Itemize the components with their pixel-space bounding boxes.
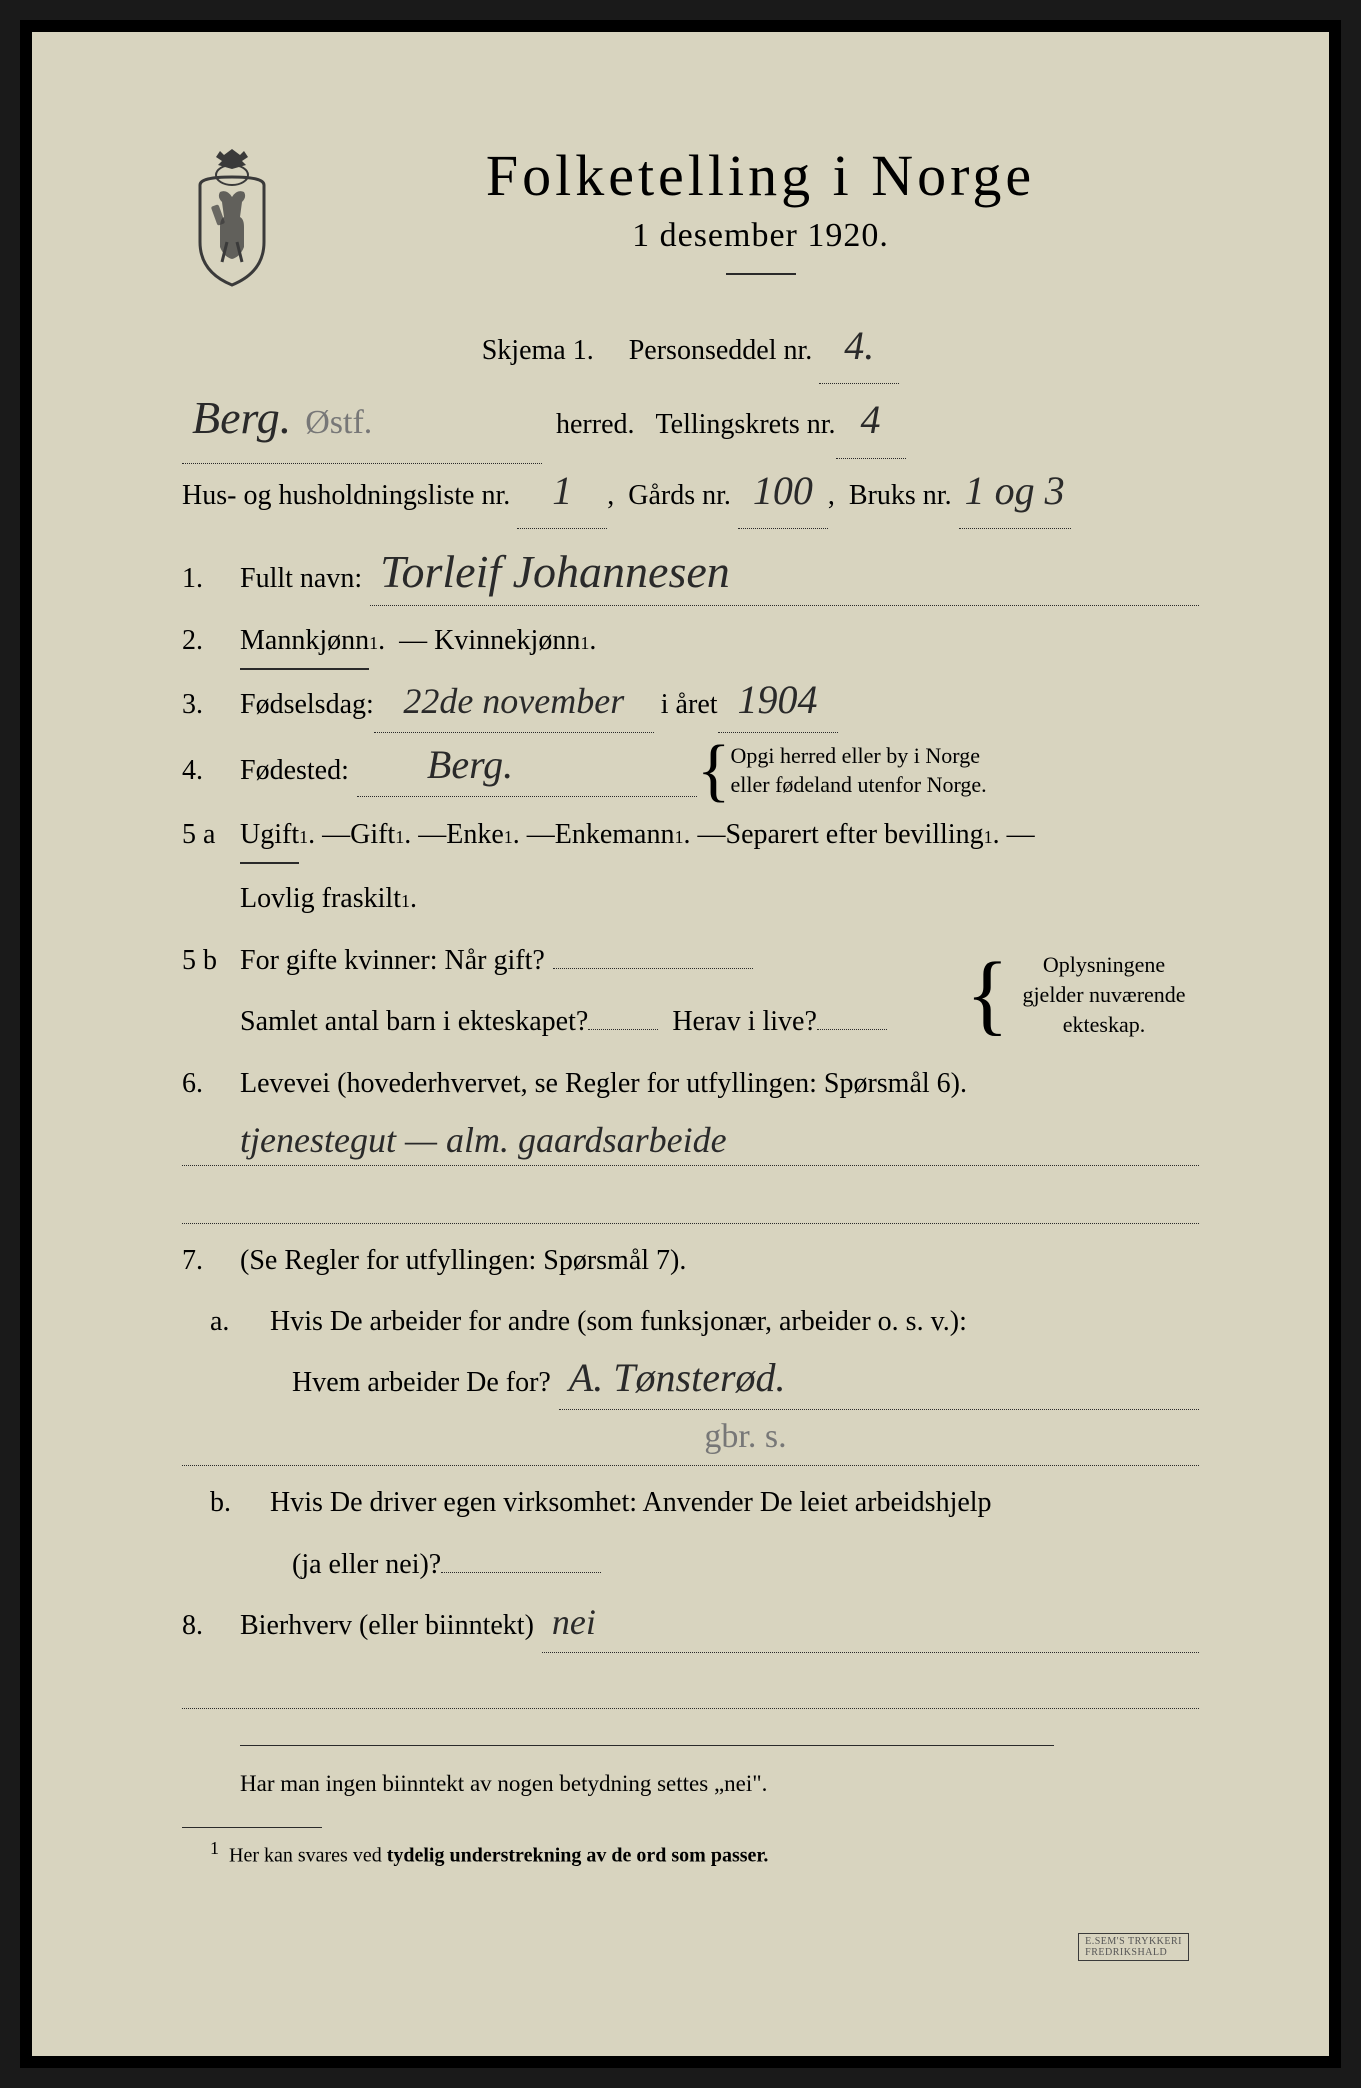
q3-mid: i året bbox=[661, 678, 718, 731]
personseddel-nr: 4. bbox=[844, 326, 874, 366]
q4-row: 4. Fødested: Berg. { Opgi herred eller b… bbox=[182, 741, 1199, 800]
printer-stamp: E.SEM'S TRYKKERIFREDRIKSHALD bbox=[1078, 1933, 1189, 1961]
q5b-note: Oplysningene gjelder nuværende ekteskap. bbox=[1009, 950, 1199, 1039]
blank-line bbox=[182, 1661, 1199, 1709]
q7a-row2: Hvem arbeider De for? A. Tønsterød. bbox=[182, 1356, 1199, 1410]
skjema-label: Skjema 1. bbox=[482, 335, 594, 366]
divider bbox=[726, 273, 796, 275]
subtitle: 1 desember 1920. bbox=[322, 217, 1199, 255]
tellingskrets-label: Tellingskrets nr. bbox=[656, 393, 836, 457]
title-block: Folketelling i Norge 1 desember 1920. bbox=[322, 142, 1199, 299]
skjema-line: Skjema 1. Personseddel nr. 4. bbox=[182, 319, 1199, 384]
q7a-value: A. Tønsterød. bbox=[569, 1358, 786, 1398]
q5a-fraskilt: Lovlig fraskilt bbox=[240, 872, 401, 925]
coat-of-arms-icon bbox=[182, 147, 282, 287]
content-area: Folketelling i Norge 1 desember 1920. Sk… bbox=[72, 82, 1289, 2016]
bruks-label: Bruks nr. bbox=[849, 480, 952, 511]
q4-label: Fødested: bbox=[240, 744, 349, 797]
q1-label: Fullt navn: bbox=[240, 552, 362, 605]
document-page: Folketelling i Norge 1 desember 1920. Sk… bbox=[20, 20, 1341, 2068]
hus-nr: 1 bbox=[552, 471, 572, 511]
gards-label: Gårds nr. bbox=[628, 480, 731, 511]
q7a-pencil: gbr. s. bbox=[704, 1418, 786, 1455]
q7a-l2: Hvem arbeider De for? bbox=[292, 1356, 551, 1409]
q3-day: 22de november bbox=[403, 683, 624, 719]
bruks-nr: 1 og 3 bbox=[965, 471, 1065, 511]
q3-label: Fødselsdag: bbox=[240, 678, 374, 731]
q5a-enke: Enke bbox=[446, 808, 504, 861]
personseddel-label: Personseddel nr. bbox=[629, 335, 813, 366]
gards-nr: 100 bbox=[753, 471, 813, 511]
footnote-rule bbox=[182, 1827, 322, 1828]
q2-female: Kvinnekjønn bbox=[434, 614, 580, 667]
q4-note: Opgi herred eller by i Norge eller fødel… bbox=[731, 741, 987, 800]
q7b-l1: Hvis De driver egen virksomhet: Anvender… bbox=[270, 1476, 992, 1529]
header: Folketelling i Norge 1 desember 1920. bbox=[182, 142, 1199, 299]
q8-label: Bierhverv (eller biinntekt) bbox=[240, 1599, 534, 1652]
q8-row: 8. Bierhverv (eller biinntekt) nei bbox=[182, 1599, 1199, 1653]
herred-value: Berg. bbox=[192, 395, 291, 441]
q1-value: Torleif Johannesen bbox=[380, 549, 730, 595]
q6-value-line: tjenestegut — alm. gaardsarbeide bbox=[182, 1118, 1199, 1166]
tellingskrets-nr: 4 bbox=[861, 400, 881, 440]
brace-icon: { bbox=[697, 746, 731, 795]
q7a-row1: a. Hvis De arbeider for andre (som funks… bbox=[182, 1295, 1199, 1348]
q7-row: 7. (Se Regler for utfyllingen: Spørsmål … bbox=[182, 1234, 1199, 1287]
q2-row: 2. Mannkjønn1. — Kvinnekjønn1. bbox=[182, 614, 1199, 670]
q7b-row1: b. Hvis De driver egen virksomhet: Anven… bbox=[182, 1476, 1199, 1529]
herred-label: herred. bbox=[556, 393, 635, 457]
q8-value: nei bbox=[552, 1604, 596, 1640]
q6-value: tjenestegut — alm. gaardsarbeide bbox=[240, 1122, 727, 1158]
footnote: 1 Her kan svares ved tydelig understrekn… bbox=[182, 1838, 1199, 1868]
q5a-ugift: Ugift bbox=[240, 808, 299, 864]
q5b-l2b: Herav i live? bbox=[672, 995, 817, 1048]
q6-row: 6. Levevei (hovederhvervet, se Regler fo… bbox=[182, 1057, 1199, 1110]
q6-label: Levevei (hovederhvervet, se Regler for u… bbox=[240, 1057, 967, 1110]
bottom-note: Har man ingen biinntekt av nogen betydni… bbox=[182, 1764, 1199, 1797]
q1-row: 1. Fullt navn: Torleif Johannesen bbox=[182, 549, 1199, 606]
q5b-l1: For gifte kvinner: Når gift? bbox=[240, 934, 545, 987]
hus-line: Hus- og husholdningsliste nr. 1, Gårds n… bbox=[182, 464, 1199, 529]
blank-line bbox=[182, 1176, 1199, 1224]
q5a-gift: Gift bbox=[350, 808, 395, 861]
q7a-l1: Hvis De arbeider for andre (som funksjon… bbox=[270, 1295, 967, 1348]
q3-row: 3. Fødselsdag: 22de november i året 1904 bbox=[182, 678, 1199, 732]
q3-year: 1904 bbox=[738, 680, 818, 720]
herred-line: Berg. Østf. herred. Tellingskrets nr. 4 bbox=[182, 384, 1199, 463]
q7b-row2: (ja eller nei)? bbox=[182, 1538, 1199, 1591]
separator bbox=[240, 1745, 1054, 1746]
q5a-separert: Separert efter bevilling bbox=[726, 808, 984, 861]
q5b-block: 5 b For gifte kvinner: Når gift? Samlet … bbox=[182, 933, 1199, 1056]
main-title: Folketelling i Norge bbox=[322, 142, 1199, 209]
q5a-row: 5 a Ugift1. — Gift1. — Enke1. — Enkemann… bbox=[182, 808, 1199, 864]
q5a-enkemann: Enkemann bbox=[555, 808, 675, 861]
brace-icon: { bbox=[966, 963, 1009, 1026]
q4-value: Berg. bbox=[367, 745, 513, 785]
q5a-row2: Lovlig fraskilt1. bbox=[182, 872, 1199, 925]
herred-pencil: Østf. bbox=[305, 404, 372, 441]
q7b-l2: (ja eller nei)? bbox=[292, 1538, 441, 1591]
hus-label: Hus- og husholdningsliste nr. bbox=[182, 480, 510, 511]
q7-label: (Se Regler for utfyllingen: Spørsmål 7). bbox=[240, 1234, 686, 1287]
q5b-l2a: Samlet antal barn i ekteskapet? bbox=[240, 995, 588, 1048]
q2-male: Mannkjønn bbox=[240, 614, 369, 670]
q7a-pencil-line: gbr. s. bbox=[182, 1418, 1199, 1466]
